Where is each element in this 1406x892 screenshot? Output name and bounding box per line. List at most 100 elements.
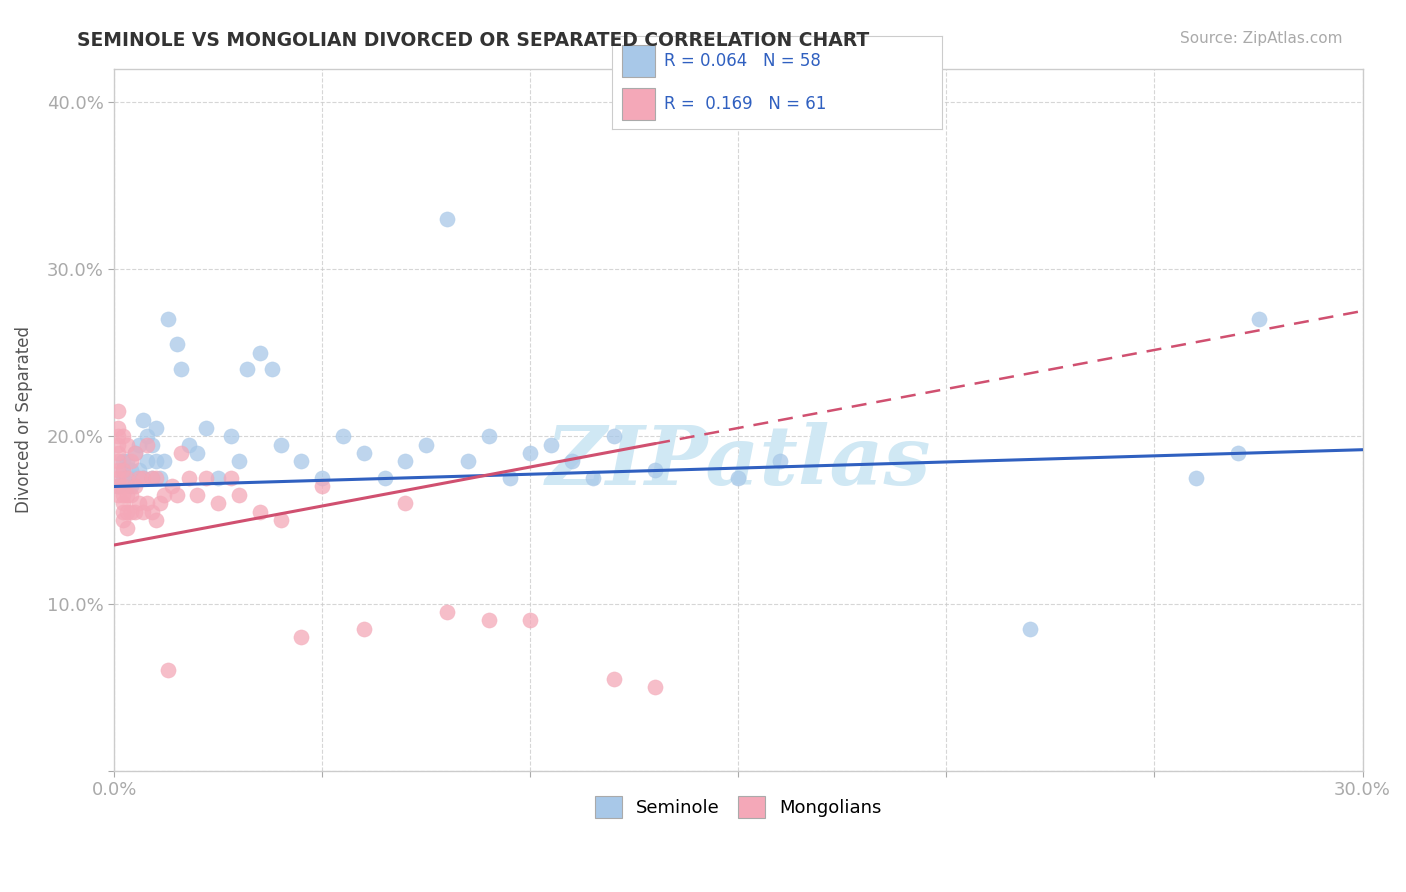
Point (170, 362, 193, 376)
Point (166, 488, 188, 502)
Point (124, 471, 146, 485)
Point (374, 471, 396, 485)
Point (107, 454, 129, 468)
Point (141, 438, 163, 452)
Point (157, 664, 180, 678)
Point (519, 613, 541, 627)
Point (236, 362, 259, 376)
Point (394, 454, 416, 468)
Text: ZIPatlas: ZIPatlas (546, 422, 931, 501)
Point (128, 496, 150, 510)
Point (107, 429, 129, 443)
Point (498, 471, 520, 485)
Point (270, 513, 292, 527)
Point (141, 471, 163, 485)
Point (111, 463, 134, 477)
Point (124, 446, 146, 460)
Point (145, 471, 167, 485)
Bar (621, 88, 655, 120)
Point (415, 438, 437, 452)
Text: Source: ZipAtlas.com: Source: ZipAtlas.com (1180, 31, 1343, 46)
Point (394, 496, 416, 510)
Legend: Seminole, Mongolians: Seminole, Mongolians (588, 789, 889, 825)
Point (115, 454, 138, 468)
Point (136, 454, 159, 468)
Text: R =  0.169   N = 61: R = 0.169 N = 61 (665, 95, 827, 113)
Point (115, 438, 138, 452)
Point (136, 438, 159, 452)
Point (115, 488, 138, 502)
Point (111, 463, 134, 477)
Point (124, 504, 146, 518)
Point (270, 438, 292, 452)
Point (120, 504, 142, 518)
Point (228, 488, 250, 502)
Point (353, 622, 375, 636)
Point (290, 454, 312, 468)
Point (141, 471, 163, 485)
Point (540, 438, 562, 452)
Point (141, 504, 163, 518)
Point (107, 471, 129, 485)
Point (111, 429, 134, 443)
Point (132, 504, 155, 518)
Point (107, 404, 129, 418)
Point (111, 471, 134, 485)
Point (249, 504, 271, 518)
Point (177, 438, 200, 452)
Point (219, 471, 242, 485)
Point (194, 471, 217, 485)
Point (111, 496, 134, 510)
Point (107, 463, 129, 477)
Point (311, 479, 333, 493)
Point (107, 438, 129, 452)
Point (311, 471, 333, 485)
Point (219, 429, 242, 443)
Point (1247, 312, 1270, 326)
Point (602, 429, 624, 443)
Point (436, 605, 458, 619)
Point (478, 429, 501, 443)
Point (111, 479, 134, 493)
Point (120, 488, 142, 502)
Point (107, 488, 129, 502)
Point (332, 429, 354, 443)
Point (136, 496, 159, 510)
Point (249, 345, 271, 359)
Point (166, 337, 188, 351)
Point (519, 446, 541, 460)
Point (162, 479, 184, 493)
Point (111, 488, 134, 502)
Point (177, 471, 200, 485)
Y-axis label: Divorced or Separated: Divorced or Separated (15, 326, 32, 513)
Point (120, 479, 142, 493)
Point (561, 454, 583, 468)
Point (769, 454, 792, 468)
Point (128, 438, 150, 452)
Point (107, 479, 129, 493)
Point (186, 446, 208, 460)
Text: SEMINOLE VS MONGOLIAN DIVORCED OR SEPARATED CORRELATION CHART: SEMINOLE VS MONGOLIAN DIVORCED OR SEPARA… (77, 31, 869, 50)
Point (149, 471, 172, 485)
Point (1226, 446, 1249, 460)
Text: R = 0.064   N = 58: R = 0.064 N = 58 (665, 52, 821, 70)
Point (115, 504, 138, 518)
Point (136, 429, 159, 443)
Point (582, 471, 605, 485)
Point (149, 496, 172, 510)
Point (1185, 471, 1208, 485)
Point (153, 454, 176, 468)
Point (145, 513, 167, 527)
Point (132, 471, 155, 485)
Point (115, 471, 138, 485)
Point (111, 454, 134, 468)
Point (194, 421, 217, 435)
Point (290, 630, 312, 644)
Point (115, 521, 138, 535)
Point (644, 463, 666, 477)
Point (186, 488, 208, 502)
Point (228, 454, 250, 468)
Point (145, 454, 167, 468)
Point (478, 613, 501, 627)
Point (132, 471, 155, 485)
